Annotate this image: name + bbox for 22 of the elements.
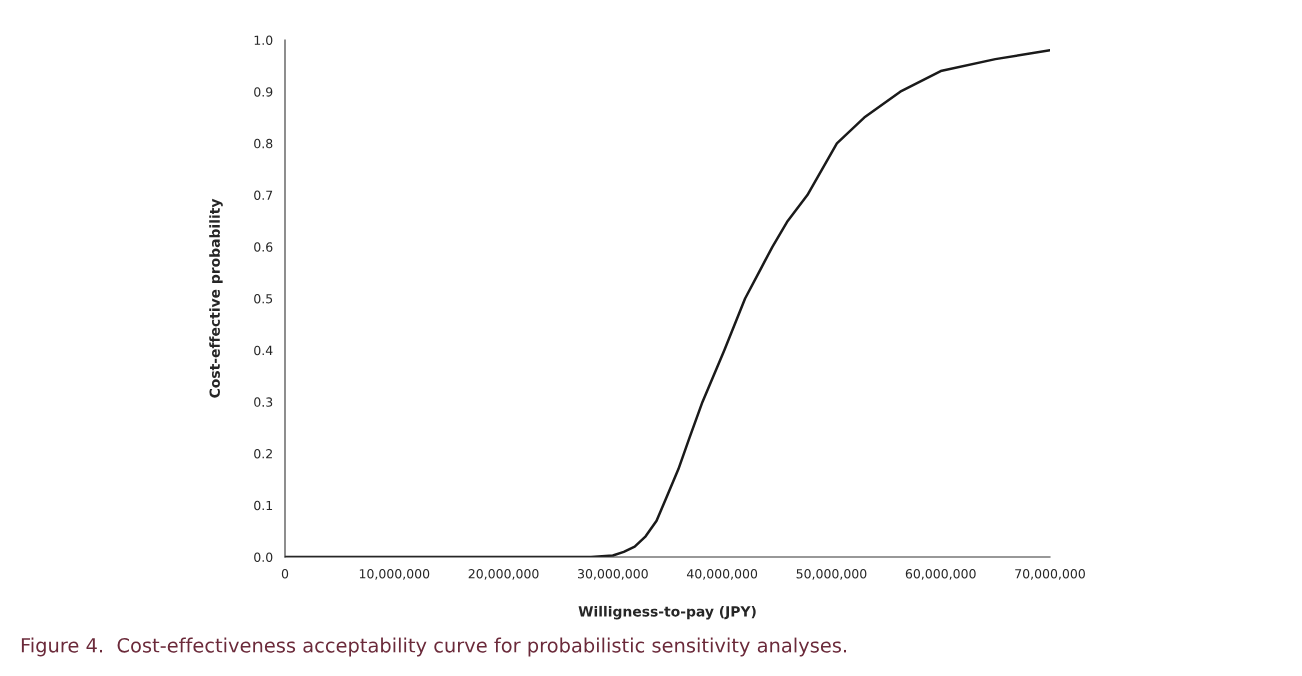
y-tick-label: 0.3 [254, 397, 273, 407]
x-tick-label: 20,000,000 [468, 569, 539, 580]
y-axis-title: Cost-effective probability [209, 198, 223, 398]
x-tick-label: 70,000,000 [1015, 569, 1085, 580]
y-tick-label: 0.7 [254, 190, 273, 201]
x-tick-label: 10,000,000 [359, 569, 430, 580]
x-tick-label: 50,000,000 [796, 569, 867, 580]
x-tick-label: 30,000,000 [578, 569, 648, 580]
x-tick-label: 0 [281, 569, 289, 579]
caption: Figure 4. Cost-effectiveness acceptability curve for probabilistic sensitivity analyses. [21, 637, 847, 657]
y-tick-label: 1.0 [254, 35, 273, 45]
y-tick-label: 0.0 [254, 552, 273, 562]
x-axis-title: Willigness-to-pay (JPY) [578, 605, 756, 620]
x-tick-label: 60,000,000 [905, 569, 976, 580]
y-tick-label: 0.2 [254, 449, 272, 459]
y-tick-label: 0.1 [254, 500, 273, 511]
y-tick-label: 0.4 [254, 345, 273, 356]
y-tick-label: 0.8 [254, 138, 273, 149]
y-tick-label: 0.5 [254, 293, 273, 304]
y-tick-label: 0.6 [254, 242, 273, 252]
x-tick-label: 40,000,000 [686, 569, 758, 580]
y-tick-label: 0.9 [254, 87, 273, 97]
